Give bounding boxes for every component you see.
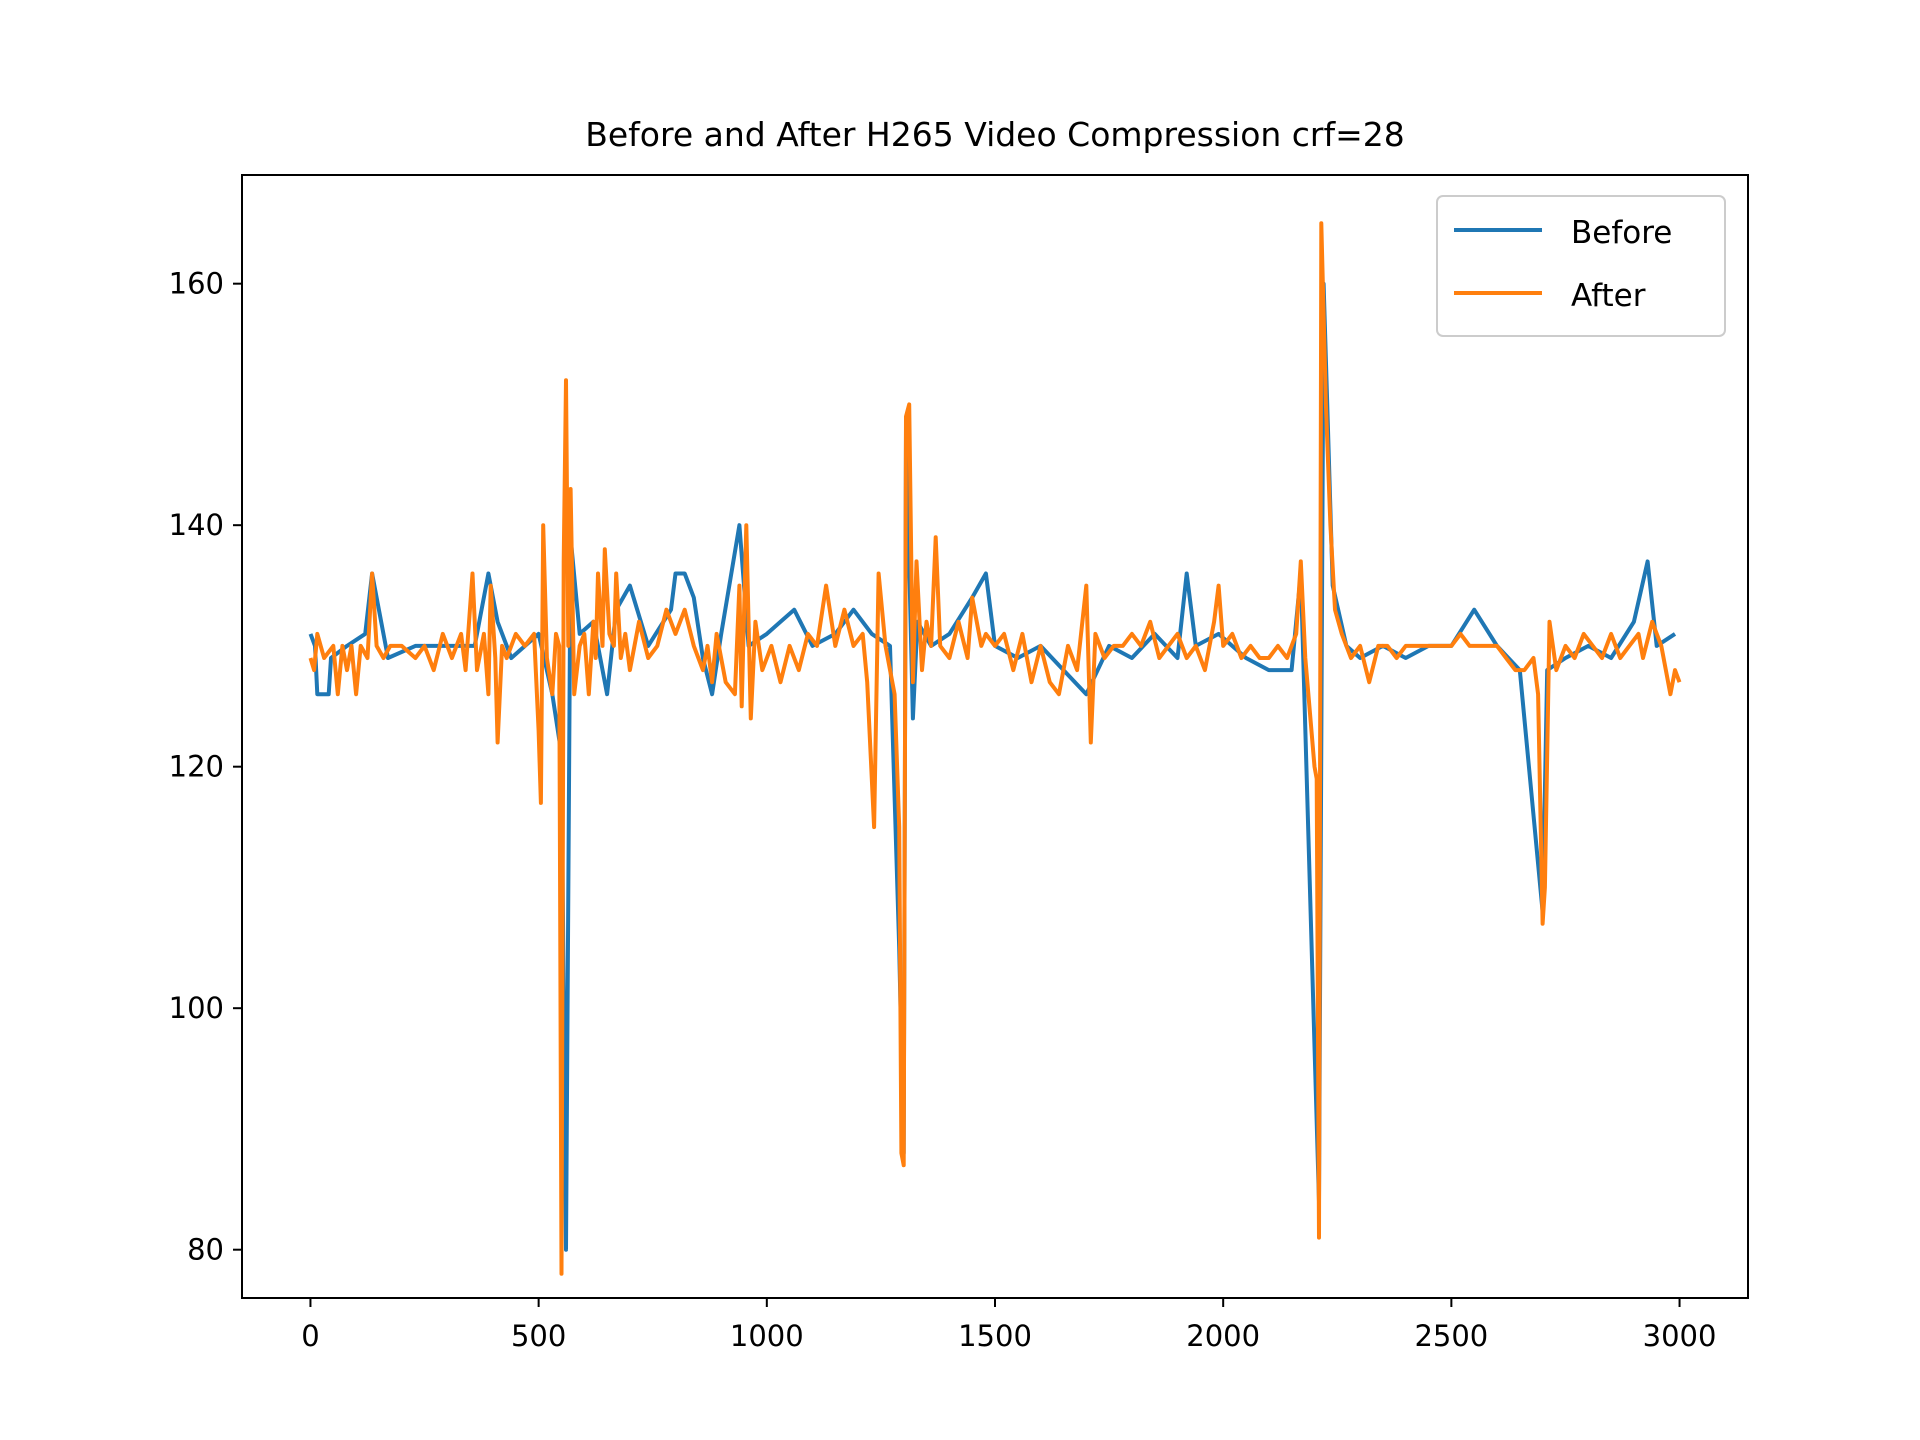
y-axis-ticks: 80 100 120 140 160 [169,267,242,1267]
x-tick-label: 2000 [1186,1319,1260,1353]
legend: Before After [1436,195,1726,337]
y-tick-label: 160 [169,267,224,301]
series-line-before [308,281,1677,1252]
plot-frame [241,174,1749,1299]
x-tick-label: 1500 [958,1319,1032,1353]
x-tick-label: 1000 [730,1319,804,1353]
y-tick-label: 100 [169,991,224,1025]
legend-label-before: Before [1571,215,1672,251]
x-tick-label: 0 [301,1319,319,1353]
x-tick-label: 500 [511,1319,566,1353]
legend-label-after: After [1571,278,1646,314]
plot-lines [308,221,1682,1276]
x-tick-label: 2500 [1414,1319,1488,1353]
chart-title: Before and After H265 Video Compression … [585,115,1405,154]
y-tick-label: 140 [169,508,224,542]
y-tick-label: 120 [169,750,224,784]
y-tick-label: 80 [187,1233,224,1267]
series-line-after [308,221,1682,1276]
x-tick-label: 3000 [1643,1319,1717,1353]
x-axis-ticks: 0 500 1000 1500 2000 2500 3000 [301,1298,1716,1353]
